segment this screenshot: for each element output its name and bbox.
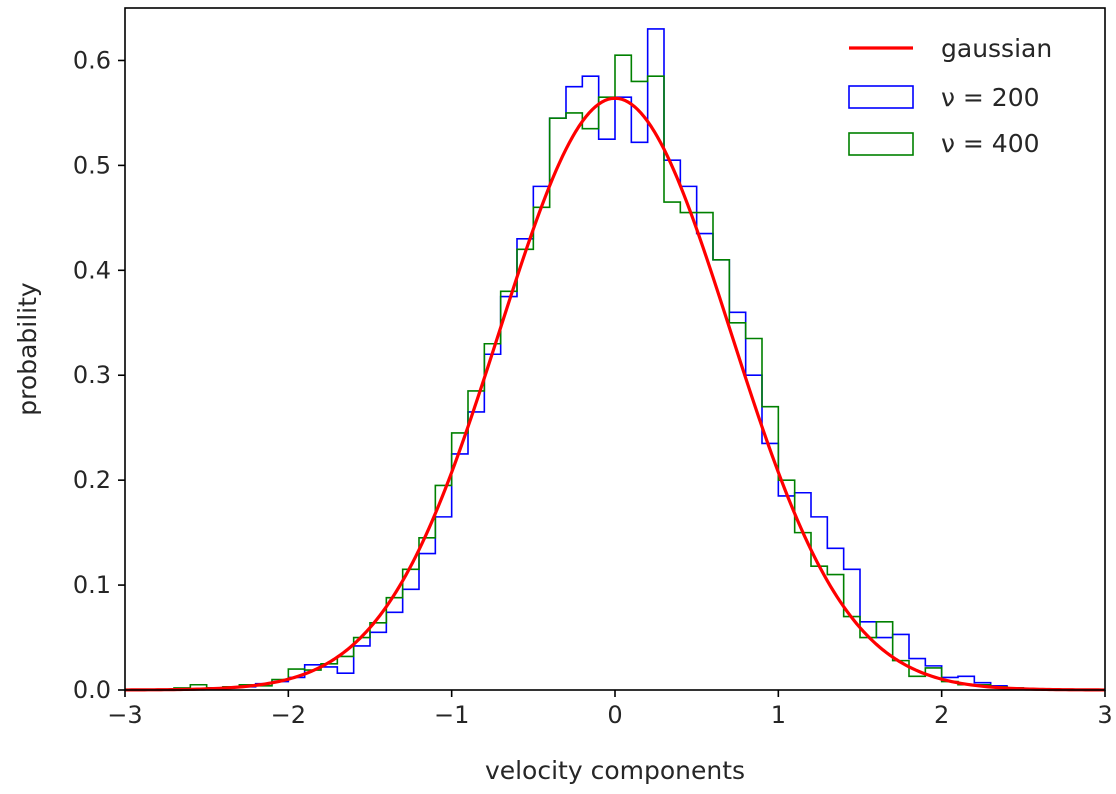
- legend-swatch-nu-400: [848, 132, 914, 156]
- series-layer: [124, 28, 1106, 692]
- x-ticks: −3 −2 −1 0 1 2 3: [107, 690, 1113, 729]
- x-tick-label: −1: [434, 701, 469, 729]
- y-tick-label: 0.0: [73, 676, 111, 704]
- y-tick-label: 0.1: [73, 571, 111, 599]
- y-tick-label: 0.3: [73, 361, 111, 389]
- legend-label-nu-400: ν = 400: [941, 129, 1040, 158]
- x-tick-label: 2: [934, 701, 949, 729]
- y-tick-label: 0.4: [73, 256, 111, 284]
- y-tick-label: 0.5: [73, 151, 111, 179]
- y-tick-label: 0.6: [73, 46, 111, 74]
- x-axis-label: velocity components: [485, 756, 745, 785]
- y-axis-label: probability: [13, 282, 42, 416]
- legend-swatch-nu-200: [848, 85, 914, 109]
- x-tick-label: 1: [771, 701, 786, 729]
- x-tick-label: 3: [1097, 701, 1112, 729]
- histogram-series-nu-400: [173, 54, 1057, 690]
- y-tick-label: 0.2: [73, 466, 111, 494]
- x-tick-label: −2: [271, 701, 306, 729]
- legend: gaussian ν = 200 ν = 400: [848, 34, 1052, 158]
- x-tick-label: −3: [107, 701, 142, 729]
- gaussian-curve: [124, 96, 1106, 692]
- histogram-series-nu-200: [173, 28, 1057, 690]
- y-ticks: 0.0 0.1 0.2 0.3 0.4 0.5 0.6: [73, 46, 125, 704]
- legend-label-gaussian: gaussian: [941, 34, 1052, 63]
- x-tick-label: 0: [607, 701, 622, 729]
- legend-label-nu-200: ν = 200: [941, 83, 1040, 112]
